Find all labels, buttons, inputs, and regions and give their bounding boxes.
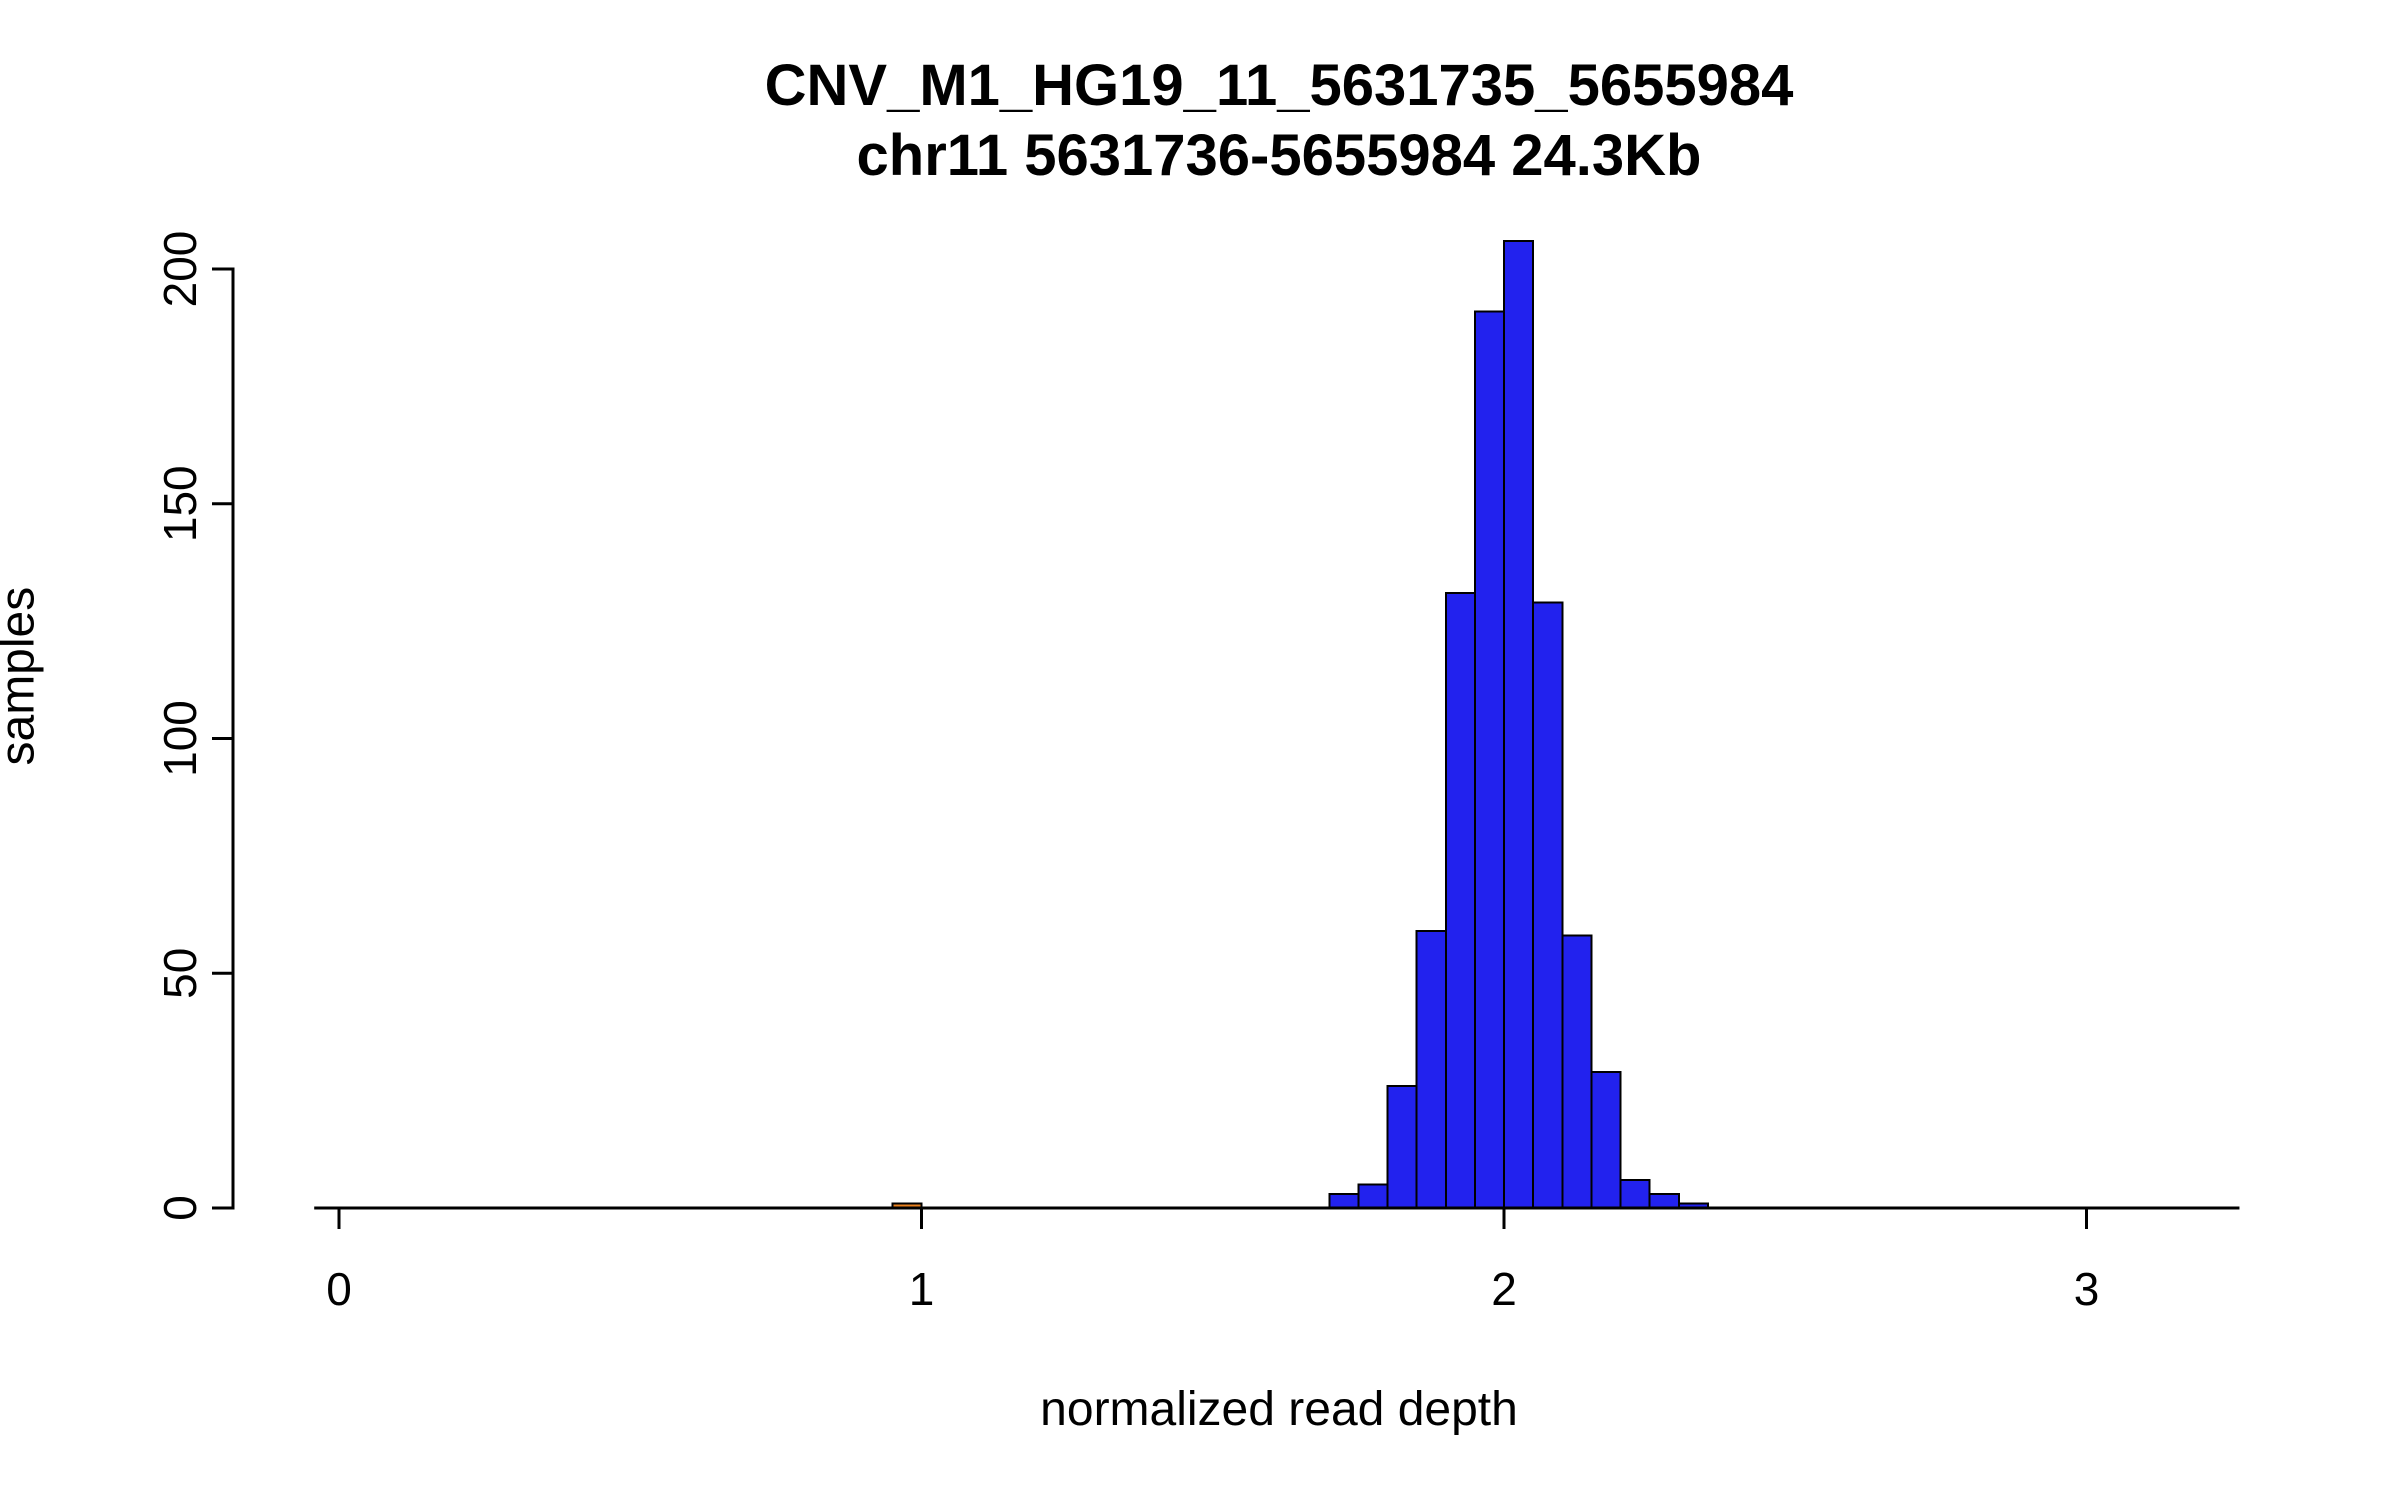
histogram-bar <box>1648 1192 1680 1210</box>
histogram-bar <box>1619 1178 1651 1209</box>
histogram-bar <box>1503 239 1535 1209</box>
y-axis-title: samples <box>0 586 45 766</box>
chart-title: CNV_M1_HG19_11_5631735_5655984 <box>764 53 1794 118</box>
x-tick-label: 3 <box>2074 1263 2100 1315</box>
x-axis-title: normalized read depth <box>1040 1383 1518 1436</box>
y-tick-label: 200 <box>154 231 206 308</box>
chart-subtitle: chr11 5631736-5655984 24.3Kb <box>856 123 1702 188</box>
x-tick-label: 0 <box>326 1263 352 1315</box>
histogram-bar <box>1444 591 1476 1209</box>
histogram-bar <box>1328 1192 1360 1210</box>
histogram-bar <box>1561 934 1593 1209</box>
y-tick-label: 150 <box>154 465 206 542</box>
histogram-bar <box>1357 1183 1389 1210</box>
x-tick-label: 1 <box>909 1263 935 1315</box>
y-tick-label: 50 <box>154 948 206 999</box>
y-tick-label: 100 <box>154 700 206 777</box>
histogram-bar <box>1532 601 1564 1209</box>
y-tick-label: 0 <box>154 1195 206 1221</box>
histogram-bar <box>1590 1070 1622 1209</box>
x-tick-label: 2 <box>1491 1263 1517 1315</box>
histogram-bar <box>1473 310 1505 1209</box>
histogram-bar <box>1415 929 1447 1209</box>
histogram-bar <box>1386 1084 1418 1210</box>
